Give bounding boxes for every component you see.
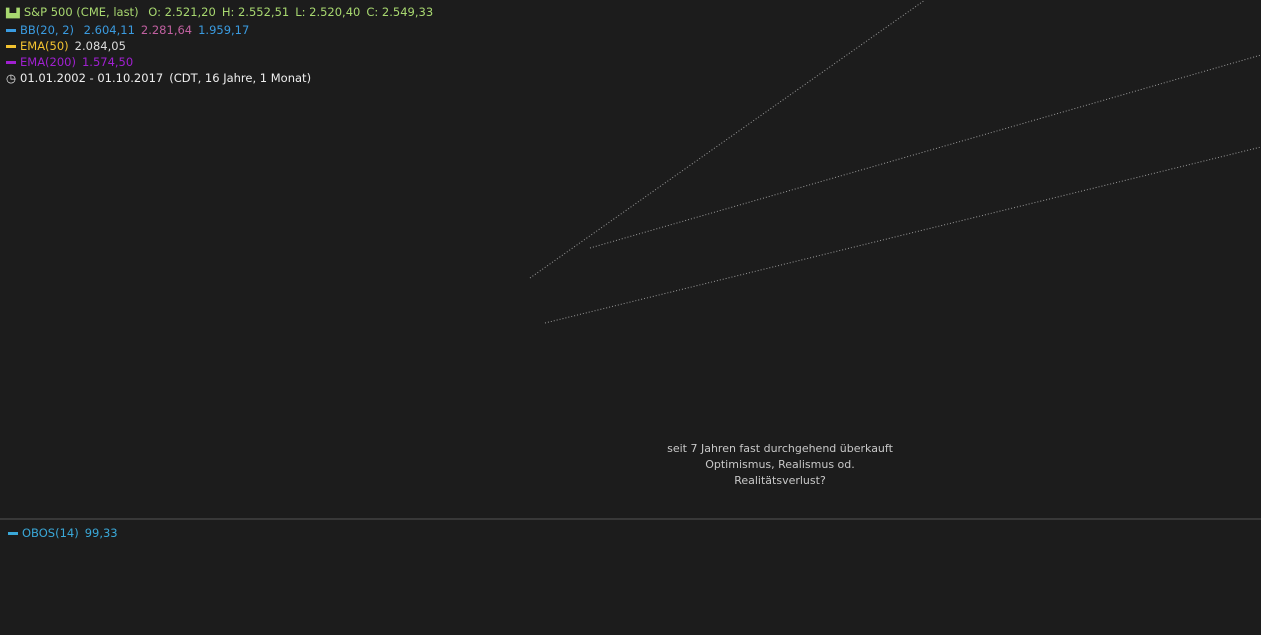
- legend-row: ▙▟ S&P 500 (CME, last) O: 2.521,20 H: 2.55…: [6, 4, 439, 22]
- legend-name: OBOS(14): [22, 526, 79, 540]
- legend-row: EMA(200) 1.574,50: [6, 54, 439, 70]
- annotation: seit 7 Jahren fast durchgehend überkauft: [667, 442, 893, 455]
- ohlc: L: 2.520,40: [295, 5, 361, 19]
- range: 01.01.2002 - 01.10.2017: [20, 71, 164, 85]
- swatch: [8, 532, 18, 535]
- clock-icon: ◷: [6, 71, 17, 85]
- trend-lines: [529, 0, 1261, 324]
- legend-name: BB(20, 2): [20, 23, 75, 37]
- ohlc: C: 2.549,33: [366, 5, 434, 19]
- legend-value: 2.604,11: [83, 23, 135, 37]
- swatch: [6, 45, 16, 48]
- trend-line: [589, 54, 1261, 249]
- ohlc: O: 2.521,20: [148, 5, 216, 19]
- swatch: [6, 29, 16, 32]
- legend-row: BB(20, 2) 2.604,11 2.281,64 1.959,17: [6, 22, 439, 38]
- ohlc: H: 2.552,51: [221, 5, 290, 19]
- legend: ▙▟ S&P 500 (CME, last) O: 2.521,20 H: 2.55…: [6, 4, 439, 86]
- range-note: (CDT, 16 Jahre, 1 Monat): [169, 71, 312, 85]
- oscillator-legend: OBOS(14) 99,33: [8, 526, 118, 540]
- legend-row: ◷ 01.01.2002 - 01.10.2017 (CDT, 16 Jahre, …: [6, 70, 439, 86]
- swatch: [6, 61, 16, 64]
- legend-row: EMA(50) 2.084,05: [6, 38, 439, 54]
- legend-value: 2.084,05: [74, 39, 126, 53]
- legend-name: EMA(50): [20, 39, 69, 53]
- trend-line: [544, 146, 1261, 324]
- legend-name: EMA(200): [20, 55, 76, 69]
- legend-value: 99,33: [84, 526, 118, 540]
- legend-value: 1.574,50: [81, 55, 134, 69]
- trend-line: [529, 0, 926, 279]
- legend-value: 2.281,64: [140, 23, 193, 37]
- legend-value: 1.959,17: [198, 23, 250, 37]
- icon: ▙▟: [6, 9, 20, 19]
- annotation: Realitätsverlust?: [734, 474, 826, 487]
- instrument: S&P 500 (CME, last): [23, 5, 139, 19]
- annotation: Optimismus, Realismus od.: [705, 458, 855, 471]
